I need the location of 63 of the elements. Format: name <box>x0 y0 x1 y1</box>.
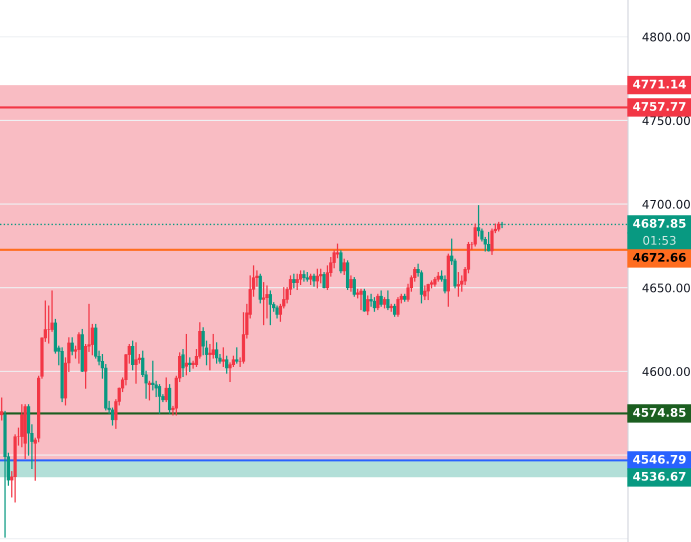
candlestick <box>339 250 342 274</box>
candlestick <box>268 290 272 326</box>
candlestick <box>359 288 363 310</box>
candlestick <box>352 277 356 297</box>
candlestick <box>487 232 490 252</box>
candlestick <box>77 332 81 364</box>
candlestick <box>349 275 353 292</box>
y-tick-label: 4750.00 <box>642 116 690 126</box>
candlestick <box>208 344 212 370</box>
y-tick-label: 4650.00 <box>642 283 690 292</box>
candlestick <box>382 297 386 308</box>
candlestick <box>376 294 380 310</box>
candlestick <box>296 274 299 290</box>
candlestick <box>366 295 370 316</box>
candlestick <box>258 274 262 304</box>
candlestick <box>342 258 346 275</box>
candlestick <box>222 347 225 367</box>
candlestick <box>184 334 188 376</box>
candlestick <box>131 340 134 370</box>
candlestick <box>134 342 138 384</box>
candlestick <box>362 288 366 312</box>
candlestick <box>309 274 312 286</box>
candlestick <box>390 304 393 312</box>
candlestick <box>275 306 279 318</box>
y-tick-label: 4700.00 <box>642 200 690 209</box>
candlestick <box>312 274 316 287</box>
ref-line-label: 4757.77 <box>633 102 686 111</box>
candlestick <box>426 284 430 300</box>
candlestick <box>262 282 266 326</box>
ref-line-label: 4574.85 <box>633 408 686 417</box>
candlestick <box>158 384 162 414</box>
candlestick <box>214 342 218 364</box>
candlestick <box>396 297 400 317</box>
candlestick <box>302 270 306 282</box>
candlestick <box>380 290 383 307</box>
text: 01:53 <box>643 236 676 245</box>
candlestick <box>188 357 192 372</box>
candlestick <box>164 377 168 402</box>
candlestick <box>292 274 296 288</box>
band-label: 4536.67 <box>633 472 686 481</box>
candlestick <box>0 398 4 421</box>
ref-line-label: 4672.66 <box>633 252 686 262</box>
ref-line-label: 4546.79 <box>633 454 686 464</box>
y-tick-label: 4600.00 <box>642 367 690 376</box>
candlestick <box>372 297 376 312</box>
candlestick <box>306 272 309 282</box>
candlestick <box>316 268 319 288</box>
ref-line-label: 4687.85 <box>633 218 686 228</box>
candlestick <box>322 272 326 288</box>
candlestick <box>386 290 390 310</box>
candlestick <box>356 288 360 298</box>
candlestick <box>392 304 396 317</box>
candlestick <box>423 285 426 300</box>
candlestick <box>181 349 185 378</box>
candlestick <box>20 404 24 448</box>
candlestick <box>168 384 172 414</box>
candlestick <box>474 224 477 247</box>
y-tick-label: 4800.00 <box>642 32 690 42</box>
candlestick <box>225 356 228 374</box>
candlestick <box>456 272 460 297</box>
candlestick <box>235 347 238 364</box>
band-label: 4771.14 <box>633 80 686 88</box>
candlestick <box>70 337 74 356</box>
